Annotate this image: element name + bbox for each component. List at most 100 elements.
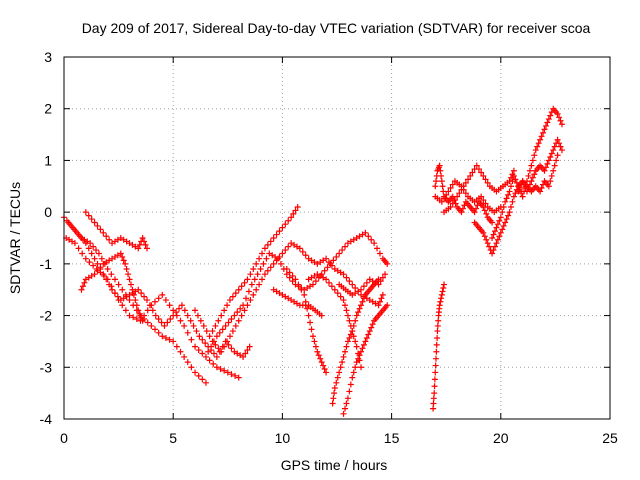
data-point (192, 307, 199, 314)
data-point (441, 195, 448, 202)
data-point (195, 347, 202, 354)
data-point (433, 348, 440, 355)
data-point (439, 183, 446, 190)
data-point (340, 410, 347, 417)
data-point (296, 245, 303, 252)
data-point (242, 350, 249, 357)
data-point (340, 353, 347, 360)
data-point (507, 183, 514, 190)
series-track-7 (209, 203, 301, 335)
data-point (264, 241, 271, 248)
data-point (97, 264, 104, 271)
data-point (123, 266, 130, 273)
data-point (250, 266, 257, 273)
data-point (328, 283, 335, 290)
data-point (213, 353, 220, 360)
data-point (106, 281, 113, 288)
data-point (143, 297, 150, 304)
data-point (245, 288, 252, 295)
data-point (126, 276, 133, 283)
data-point (358, 302, 365, 309)
data-point (86, 259, 93, 266)
data-point (158, 319, 165, 326)
data-point (349, 328, 356, 335)
data-point (103, 233, 110, 240)
series-track-10 (283, 266, 330, 376)
data-point (91, 255, 98, 262)
data-point (432, 183, 439, 190)
data-point (259, 250, 266, 257)
data-point (318, 359, 325, 366)
data-point (347, 331, 354, 338)
data-point (558, 121, 565, 128)
data-point (475, 166, 482, 173)
data-point (312, 343, 319, 350)
data-point (125, 271, 132, 278)
data-point (548, 150, 555, 157)
data-point (547, 178, 554, 185)
data-point (436, 162, 443, 169)
data-point (346, 388, 353, 395)
data-point (100, 229, 107, 236)
data-point (438, 172, 445, 179)
data-point (441, 281, 448, 288)
data-point (232, 372, 239, 379)
data-point (279, 250, 286, 257)
data-point (548, 172, 555, 179)
data-point (177, 348, 184, 355)
data-point (115, 281, 122, 288)
data-point (330, 257, 337, 264)
data-point (512, 176, 519, 183)
y-tick-label: -4 (40, 411, 53, 427)
data-point (152, 326, 158, 333)
data-point (135, 286, 142, 293)
data-point (250, 291, 257, 298)
data-point (141, 293, 148, 300)
data-point (375, 276, 382, 283)
data-point (384, 260, 391, 267)
data-point (261, 271, 268, 278)
data-point (301, 291, 308, 298)
data-point (65, 219, 72, 226)
data-point (459, 205, 466, 212)
data-point (292, 207, 299, 214)
data-point (104, 266, 111, 273)
data-point (447, 185, 454, 192)
data-point (136, 310, 143, 317)
data-point (359, 298, 366, 305)
data-point (251, 276, 258, 283)
data-point (82, 240, 89, 247)
data-point (253, 260, 260, 267)
data-point (184, 359, 191, 366)
data-point (331, 390, 338, 397)
data-point (108, 271, 115, 278)
data-point (97, 226, 104, 233)
data-point (358, 286, 365, 293)
data-point (166, 302, 173, 309)
data-point (525, 172, 532, 179)
data-point (74, 229, 81, 236)
data-point (270, 260, 277, 267)
y-tick-label: -3 (40, 359, 53, 375)
data-point (500, 222, 507, 229)
data-point (130, 314, 137, 321)
data-point (371, 240, 378, 247)
data-point (246, 343, 253, 350)
data-point (353, 359, 360, 366)
data-point (551, 143, 558, 150)
x-tick-label: 5 (169, 430, 177, 446)
data-point (103, 276, 110, 283)
data-point (540, 129, 547, 136)
data-point (231, 312, 238, 319)
data-point (205, 348, 212, 355)
data-point (159, 291, 166, 298)
data-point (221, 367, 228, 374)
data-point (482, 176, 489, 183)
data-point (542, 164, 549, 171)
data-point (333, 253, 340, 260)
data-point (228, 371, 235, 378)
data-point (331, 286, 338, 293)
data-point (152, 298, 158, 305)
data-point (94, 267, 101, 274)
data-point (526, 167, 533, 174)
